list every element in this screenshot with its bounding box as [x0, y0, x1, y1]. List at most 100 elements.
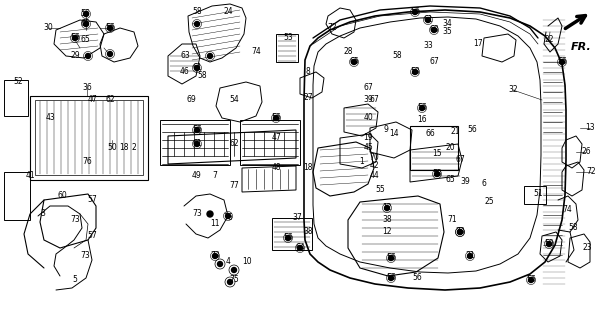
- Text: 56: 56: [70, 34, 80, 43]
- Text: 2: 2: [131, 143, 136, 153]
- Text: 20: 20: [445, 143, 455, 153]
- Text: 56: 56: [412, 274, 422, 283]
- Text: 58: 58: [410, 68, 420, 76]
- Circle shape: [207, 211, 213, 217]
- Circle shape: [83, 21, 89, 27]
- Text: 3: 3: [41, 210, 46, 219]
- Text: 30: 30: [43, 23, 53, 33]
- Text: 58: 58: [568, 223, 578, 233]
- Circle shape: [232, 268, 237, 273]
- Text: 56: 56: [105, 23, 115, 33]
- Text: 77: 77: [229, 181, 239, 190]
- Text: 71: 71: [447, 215, 457, 225]
- Text: 40: 40: [363, 114, 373, 123]
- Text: 72: 72: [327, 23, 337, 33]
- Text: 61: 61: [192, 140, 202, 148]
- Text: 45: 45: [363, 143, 373, 153]
- Text: 63: 63: [180, 51, 190, 60]
- Text: 61: 61: [423, 15, 433, 25]
- Text: 57: 57: [87, 231, 97, 241]
- Text: 12: 12: [382, 228, 392, 236]
- Circle shape: [227, 279, 232, 284]
- Text: 23: 23: [582, 244, 592, 252]
- Text: 56: 56: [526, 276, 536, 284]
- Text: 10: 10: [242, 258, 252, 267]
- Text: 47: 47: [271, 133, 281, 142]
- Text: 65: 65: [349, 58, 359, 67]
- Text: 6: 6: [482, 180, 486, 188]
- Text: 8: 8: [306, 68, 310, 76]
- Text: 58: 58: [197, 71, 207, 81]
- Bar: [276, 34, 298, 62]
- Circle shape: [86, 53, 91, 59]
- Text: 33: 33: [423, 42, 433, 51]
- Circle shape: [559, 60, 564, 65]
- Text: 16: 16: [417, 116, 427, 124]
- Text: 73: 73: [455, 228, 465, 236]
- Text: 75: 75: [229, 276, 239, 284]
- Text: 52: 52: [13, 77, 23, 86]
- Text: 14: 14: [389, 130, 399, 139]
- Circle shape: [195, 141, 199, 147]
- Text: 58: 58: [432, 170, 442, 179]
- Bar: [410, 126, 458, 170]
- Text: 73: 73: [192, 210, 202, 219]
- Text: 67: 67: [363, 84, 373, 92]
- Text: 56: 56: [557, 58, 567, 67]
- Bar: [272, 218, 312, 250]
- Text: 56: 56: [283, 234, 293, 243]
- Text: 57: 57: [87, 196, 97, 204]
- Text: 55: 55: [375, 186, 385, 195]
- Text: 62: 62: [105, 95, 115, 105]
- Circle shape: [213, 253, 218, 259]
- Circle shape: [412, 69, 418, 75]
- Text: 56: 56: [417, 103, 427, 113]
- Circle shape: [432, 28, 437, 33]
- Circle shape: [412, 10, 418, 14]
- Text: 32: 32: [508, 85, 518, 94]
- Text: 56: 56: [192, 125, 202, 134]
- Text: 1: 1: [359, 157, 364, 166]
- Text: 53: 53: [283, 34, 293, 43]
- Text: 36: 36: [82, 84, 92, 92]
- Circle shape: [226, 213, 230, 219]
- Text: 18: 18: [119, 143, 129, 153]
- Circle shape: [351, 60, 356, 65]
- Text: 54: 54: [229, 95, 239, 105]
- Circle shape: [457, 229, 463, 235]
- Text: 74: 74: [251, 47, 261, 57]
- Circle shape: [384, 205, 390, 211]
- Text: 34: 34: [442, 20, 452, 28]
- Bar: [524, 186, 546, 204]
- Circle shape: [435, 172, 440, 177]
- Text: 61: 61: [192, 63, 202, 73]
- Circle shape: [108, 52, 112, 57]
- Circle shape: [195, 127, 199, 132]
- Text: 74: 74: [562, 205, 572, 214]
- Text: 58: 58: [392, 52, 402, 60]
- Text: 38: 38: [303, 228, 313, 236]
- Text: 56: 56: [467, 125, 477, 134]
- Text: 9: 9: [384, 125, 389, 134]
- Text: 67: 67: [369, 95, 379, 105]
- Text: 49: 49: [192, 171, 202, 180]
- Text: 67: 67: [455, 156, 465, 164]
- Circle shape: [420, 106, 424, 110]
- Bar: [4, 80, 28, 116]
- Text: 68: 68: [429, 26, 439, 35]
- Text: 56: 56: [271, 114, 281, 123]
- Text: 73: 73: [80, 252, 90, 260]
- Text: 46: 46: [180, 68, 190, 76]
- Text: 56: 56: [386, 274, 396, 283]
- Text: 56: 56: [80, 10, 90, 19]
- Circle shape: [108, 26, 112, 30]
- Text: 31: 31: [465, 252, 475, 260]
- Text: 76: 76: [82, 157, 92, 166]
- Circle shape: [389, 276, 393, 281]
- Text: 51: 51: [533, 189, 543, 198]
- Circle shape: [457, 229, 463, 235]
- Text: 29: 29: [70, 51, 80, 60]
- Text: 62: 62: [229, 140, 239, 148]
- Circle shape: [528, 277, 533, 283]
- Text: 17: 17: [473, 39, 483, 49]
